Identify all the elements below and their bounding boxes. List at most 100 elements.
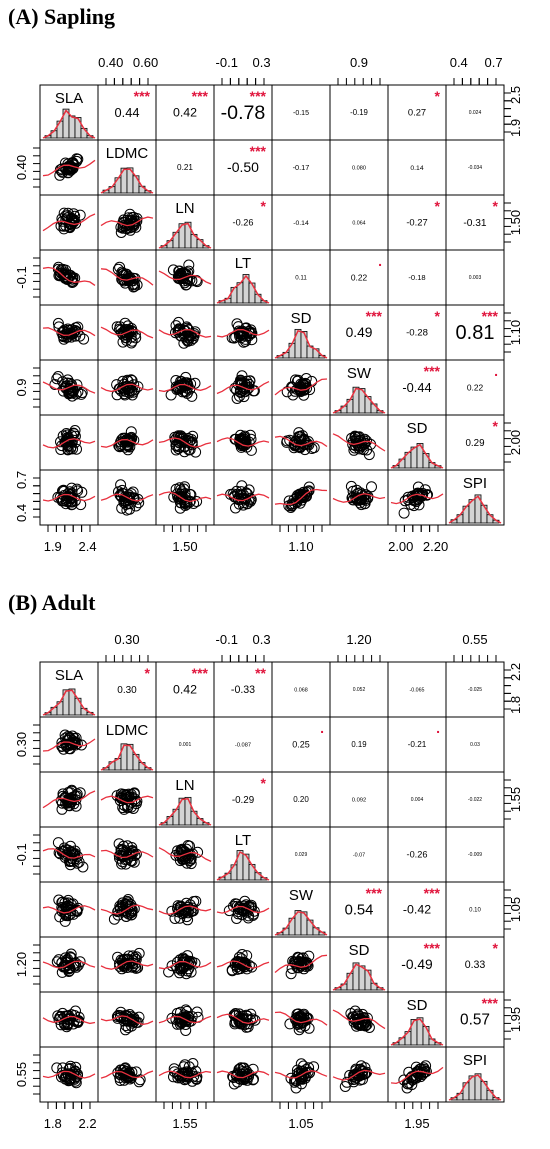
- correlation-value: -0.17: [293, 163, 310, 172]
- scatter-point: [230, 502, 241, 514]
- scatter-point: [120, 1024, 131, 1036]
- density-curve: [448, 1074, 502, 1101]
- scatter-point: [178, 483, 190, 495]
- axis-tick-label: 2.00: [508, 430, 523, 455]
- variable-label: SPI: [463, 475, 487, 492]
- histogram-bar: [346, 972, 354, 991]
- smooth-line: [42, 213, 96, 232]
- smooth-line: [42, 381, 96, 394]
- scatter-point: [114, 900, 126, 912]
- scatter-point: [308, 442, 320, 454]
- smooth-line: [42, 790, 96, 809]
- scatter-point: [298, 963, 310, 975]
- scatter-point: [70, 1077, 82, 1089]
- correlation-value: -0.28: [406, 328, 428, 339]
- correlation-value: 0.22: [467, 382, 484, 392]
- smooth-line: [42, 738, 96, 752]
- axis-tick-label: 2.00: [388, 539, 413, 554]
- smooth-line: [100, 216, 154, 227]
- correlation-value: 0.42: [173, 683, 197, 697]
- axis-tick-label: 2.5: [508, 86, 523, 104]
- density-curve: [158, 797, 212, 826]
- variable-label: SLA: [55, 90, 83, 107]
- smooth-line: [100, 1015, 154, 1026]
- scatter-point: [68, 214, 80, 226]
- scatter-point: [64, 908, 76, 920]
- significance-stars: ***: [250, 88, 267, 104]
- correlation-value: 0.57: [460, 1012, 490, 1029]
- axis-tick-label: 0.4: [14, 504, 29, 522]
- scatter-point: [175, 434, 187, 445]
- variable-label: LN: [175, 200, 194, 217]
- scatter-point: [231, 898, 243, 910]
- scatter-point: [66, 496, 78, 508]
- scatter-point: [238, 1062, 250, 1074]
- scatter-point: [59, 908, 71, 920]
- correlation-value: -0.21: [408, 740, 427, 749]
- correlation-value: -0.33: [231, 684, 255, 696]
- significance-stars: ***: [134, 88, 151, 104]
- correlation-value: -0.50: [227, 159, 259, 175]
- scatter-point: [245, 1014, 256, 1026]
- scatter-point: [176, 486, 188, 498]
- axis-tick-label: 0.3: [253, 55, 271, 70]
- axis-tick-label: -0.1: [14, 843, 29, 865]
- scatter-point: [417, 489, 429, 501]
- axis-tick-label: 2.2: [508, 663, 523, 681]
- smooth-line: [216, 1013, 270, 1024]
- scatter-point: [112, 909, 124, 921]
- smooth-line: [100, 383, 154, 393]
- smooth-line: [100, 493, 154, 502]
- correlation-value: 0.10: [469, 908, 481, 914]
- scatter-point: [285, 968, 297, 980]
- density-curve: [390, 443, 444, 469]
- axis-tick-label: 0.55: [14, 1062, 29, 1087]
- smooth-line: [158, 383, 212, 393]
- scatter-point: [402, 494, 414, 506]
- correlation-value: -0.42: [403, 903, 431, 917]
- scatter-point: [120, 381, 132, 393]
- axis-tick-label: 0.30: [14, 732, 29, 757]
- variable-label: LT: [235, 832, 251, 849]
- significance-stars: *: [493, 418, 499, 434]
- scatter-point: [128, 788, 140, 800]
- scatter-point: [243, 484, 255, 496]
- significance-stars: *: [145, 665, 151, 681]
- scatter-point: [76, 387, 88, 399]
- scatter-point: [229, 959, 241, 971]
- scatter-point: [180, 386, 192, 398]
- scatter-point: [237, 384, 249, 396]
- scatter-point: [418, 1064, 430, 1075]
- significance-stars: ***: [424, 940, 441, 956]
- scatter-point: [116, 502, 128, 514]
- variable-label: SD: [349, 942, 370, 959]
- smooth-line: [216, 437, 270, 447]
- density-curve: [332, 963, 386, 991]
- correlation-value: 0.21: [177, 163, 193, 172]
- scatter-point: [362, 492, 374, 504]
- scatter-point: [290, 495, 302, 507]
- correlation-value: -0.009: [468, 852, 482, 858]
- histogram-bar: [364, 969, 372, 991]
- correlation-value: 0.20: [293, 795, 309, 804]
- scatter-point: [298, 1068, 310, 1080]
- significance-stars: .: [378, 253, 382, 269]
- scatter-point: [62, 735, 74, 746]
- scatter-point: [303, 950, 315, 962]
- scatter-point: [234, 437, 246, 449]
- scatter-point: [182, 335, 194, 346]
- histogram-bar: [300, 331, 308, 359]
- correlation-value: 0.33: [465, 959, 486, 971]
- scatter-point: [125, 909, 137, 921]
- correlation-value: -0.022: [468, 797, 482, 803]
- scatter-point: [292, 374, 304, 386]
- scatter-point: [243, 325, 255, 337]
- scatter-point: [231, 393, 243, 404]
- scatter-point: [120, 1020, 132, 1032]
- scatter-point: [180, 897, 192, 909]
- smooth-line: [158, 270, 212, 285]
- scatter-point: [349, 430, 361, 442]
- smooth-line: [274, 1070, 328, 1079]
- correlation-value: 0.54: [345, 902, 374, 918]
